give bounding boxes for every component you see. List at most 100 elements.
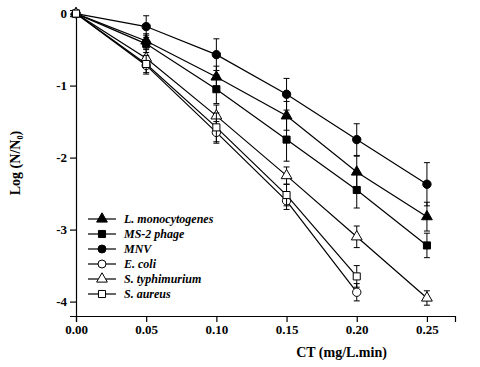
error-cap bbox=[213, 143, 219, 144]
error-cap bbox=[284, 166, 290, 167]
error-cap bbox=[354, 155, 360, 156]
marker bbox=[72, 9, 80, 17]
legend-marker bbox=[97, 273, 108, 282]
line bbox=[76, 14, 357, 277]
error-cap bbox=[284, 184, 290, 185]
error-cap bbox=[213, 112, 219, 113]
tick-label: 0.10 bbox=[205, 322, 228, 337]
axis-line bbox=[77, 317, 456, 323]
legend-marker bbox=[98, 260, 106, 268]
legend-entry: MS-2 phage bbox=[88, 227, 185, 241]
marker bbox=[281, 110, 292, 119]
legend-entry: MNV bbox=[88, 242, 152, 256]
error-cap bbox=[143, 15, 149, 16]
legend-entry: S. aureus bbox=[88, 287, 171, 301]
error-cap bbox=[284, 209, 290, 210]
error-cap bbox=[354, 123, 360, 124]
error-bar bbox=[354, 172, 360, 208]
marker bbox=[143, 40, 150, 47]
error-cap bbox=[354, 265, 360, 266]
tick-mark bbox=[286, 316, 287, 322]
y-axis-title: Log (N/N₀) bbox=[8, 130, 24, 195]
tick-label: 0.25 bbox=[416, 322, 439, 337]
legend-entry: E. coli bbox=[88, 257, 157, 271]
error-cap bbox=[424, 231, 430, 232]
tick-mark bbox=[427, 316, 428, 322]
legend-label: MS-2 phage bbox=[123, 227, 185, 241]
marker bbox=[423, 180, 431, 188]
tick-label: -3 bbox=[56, 222, 67, 237]
tick-mark bbox=[216, 316, 217, 322]
tick: 0.20 bbox=[346, 316, 369, 337]
marker bbox=[282, 90, 290, 98]
legend-marker bbox=[98, 230, 105, 237]
error-bar bbox=[354, 266, 360, 288]
series bbox=[71, 7, 433, 231]
legend-label: S. aureus bbox=[124, 287, 171, 301]
marker bbox=[353, 288, 361, 296]
line bbox=[76, 14, 357, 293]
series bbox=[72, 9, 431, 205]
line bbox=[76, 14, 427, 185]
data-area bbox=[71, 7, 433, 305]
error-cap bbox=[354, 247, 360, 248]
error-bar bbox=[143, 35, 149, 52]
legend-label: E. coli bbox=[123, 257, 157, 271]
error-cap bbox=[213, 74, 219, 75]
tick: 0.15 bbox=[276, 316, 299, 337]
tick: 0.00 bbox=[65, 316, 88, 337]
tick-mark bbox=[70, 158, 76, 159]
legend-marker bbox=[98, 290, 105, 297]
error-bar bbox=[284, 118, 290, 161]
series bbox=[72, 10, 430, 258]
tick: 0.25 bbox=[416, 316, 439, 337]
error-cap bbox=[354, 300, 360, 301]
error-cap bbox=[284, 161, 290, 162]
tick-label: -4 bbox=[56, 294, 67, 309]
tick-label: 0.15 bbox=[276, 322, 299, 337]
error-cap bbox=[284, 184, 290, 185]
series bbox=[71, 7, 433, 305]
error-bar bbox=[284, 184, 290, 206]
chart: 0.000.050.100.150.200.250-1-2-3-4L. mono… bbox=[0, 0, 480, 367]
legend-marker bbox=[97, 213, 108, 222]
marker bbox=[71, 7, 82, 16]
error-cap bbox=[213, 70, 219, 71]
marker bbox=[353, 186, 360, 193]
tick-label: 0.00 bbox=[65, 322, 88, 337]
error-cap bbox=[213, 105, 219, 106]
legend-label: L. monocytogenes bbox=[123, 212, 214, 226]
marker bbox=[422, 210, 433, 219]
error-cap bbox=[143, 74, 149, 75]
error-bar bbox=[213, 113, 219, 142]
legend-label: S. typhimurium bbox=[124, 272, 201, 286]
error-cap bbox=[284, 118, 290, 119]
error-cap bbox=[284, 110, 290, 111]
marker bbox=[72, 9, 80, 17]
error-cap bbox=[143, 49, 149, 50]
marker bbox=[281, 169, 292, 178]
tick-mark bbox=[70, 302, 76, 303]
line bbox=[76, 14, 427, 298]
tick-mark bbox=[70, 230, 76, 231]
marker bbox=[353, 135, 361, 143]
error-cap bbox=[284, 78, 290, 79]
x-axis-title: CT (mg/L.min) bbox=[296, 345, 387, 361]
marker bbox=[423, 242, 430, 249]
tick-mark bbox=[357, 316, 358, 322]
legend-marker bbox=[98, 245, 106, 253]
error-bar bbox=[424, 233, 430, 257]
error-cap bbox=[143, 55, 149, 56]
tick-mark bbox=[146, 316, 147, 322]
marker bbox=[71, 7, 82, 16]
error-cap bbox=[354, 156, 360, 157]
tick-label: 0.05 bbox=[135, 322, 158, 337]
tick-label: -1 bbox=[56, 78, 67, 93]
marker bbox=[353, 273, 360, 280]
error-cap bbox=[354, 287, 360, 288]
tick-label: -2 bbox=[56, 150, 67, 165]
tick-mark bbox=[70, 85, 76, 86]
legend-label: MNV bbox=[123, 242, 152, 256]
tick: -4 bbox=[56, 294, 76, 309]
error-cap bbox=[354, 208, 360, 209]
